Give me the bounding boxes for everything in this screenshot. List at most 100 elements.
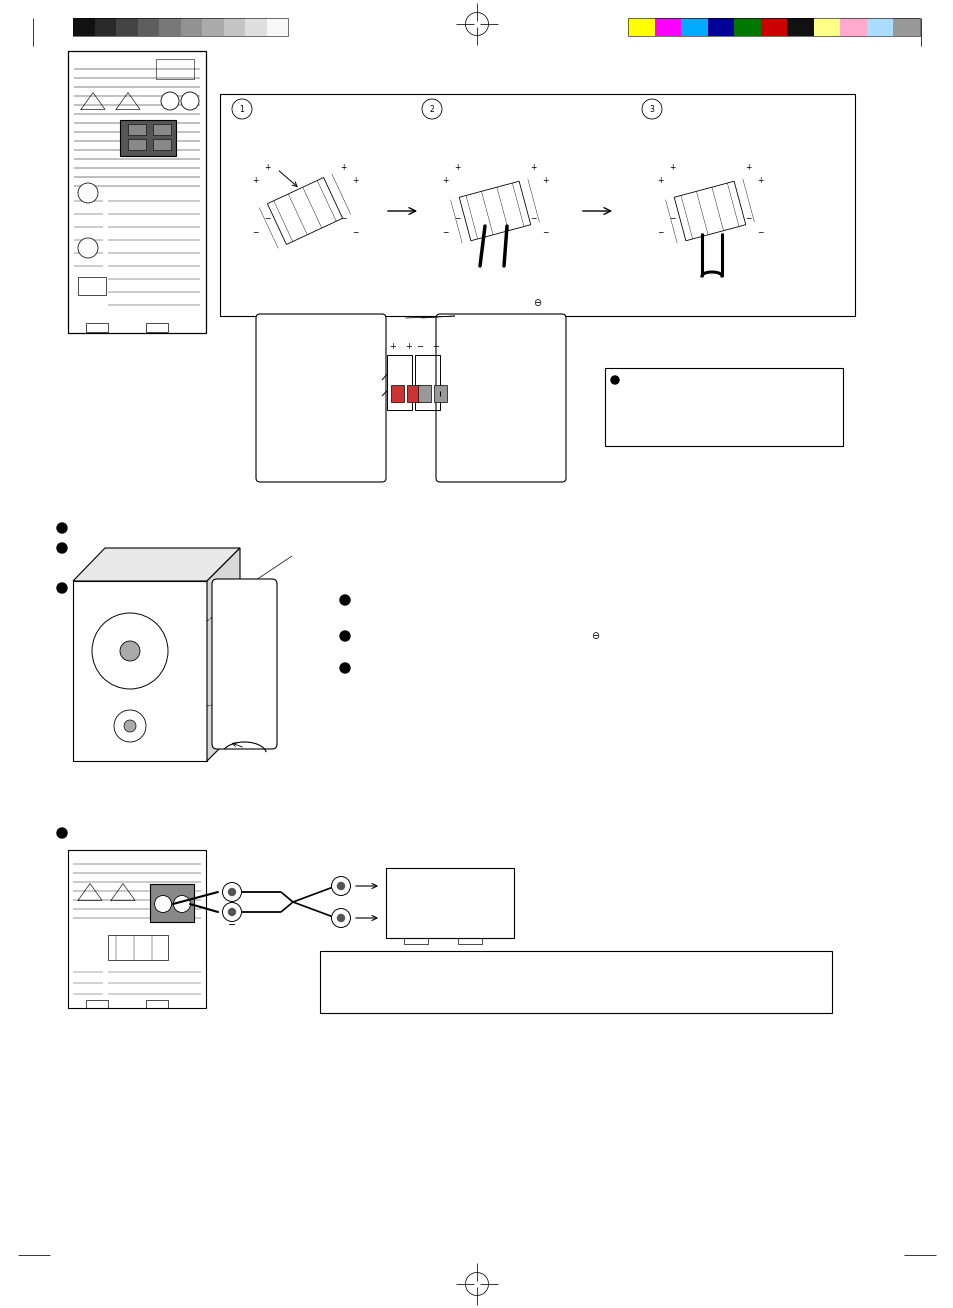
Bar: [813, 18, 840, 37]
Bar: [760, 18, 786, 37]
Text: +: +: [264, 162, 270, 171]
Text: +: +: [756, 177, 762, 186]
Bar: [223, 18, 245, 37]
Circle shape: [229, 909, 235, 916]
Text: −: −: [541, 229, 548, 238]
Text: −: −: [668, 215, 675, 224]
Bar: [73, 18, 288, 37]
Circle shape: [113, 710, 146, 742]
Bar: [892, 18, 919, 37]
Bar: [407, 385, 419, 402]
Circle shape: [610, 375, 618, 385]
Circle shape: [161, 92, 179, 110]
Text: −: −: [264, 215, 270, 224]
Bar: [68, 850, 206, 1008]
Text: −: −: [744, 215, 750, 224]
Bar: [391, 385, 403, 402]
Text: −: −: [454, 215, 459, 224]
Circle shape: [173, 896, 191, 913]
Bar: [146, 323, 168, 332]
Text: ⊖: ⊖: [590, 630, 598, 641]
Circle shape: [222, 883, 241, 901]
Circle shape: [57, 523, 67, 532]
Bar: [73, 18, 94, 37]
Circle shape: [421, 99, 441, 119]
Bar: [68, 51, 206, 334]
Text: −: −: [352, 229, 357, 238]
Bar: [245, 18, 266, 37]
Text: −: −: [756, 229, 762, 238]
Text: 1: 1: [239, 105, 244, 114]
Text: −: −: [432, 341, 438, 351]
Bar: [416, 354, 439, 409]
Text: +: +: [405, 341, 412, 351]
Bar: [128, 124, 146, 135]
Circle shape: [331, 876, 350, 896]
Bar: [137, 18, 159, 37]
Circle shape: [232, 99, 252, 119]
Text: +: +: [252, 177, 258, 186]
Bar: [387, 354, 411, 409]
Bar: [180, 18, 202, 37]
Bar: [457, 938, 481, 944]
Bar: [733, 18, 760, 37]
FancyBboxPatch shape: [212, 579, 276, 749]
Text: +: +: [656, 177, 662, 186]
Bar: [120, 120, 175, 156]
Bar: [680, 18, 707, 37]
Bar: [146, 1001, 168, 1008]
Circle shape: [57, 543, 67, 553]
Bar: [433, 385, 446, 402]
Text: +: +: [541, 177, 548, 186]
Polygon shape: [73, 548, 240, 581]
Circle shape: [124, 719, 136, 732]
Text: −: −: [656, 229, 662, 238]
Circle shape: [57, 583, 67, 593]
Circle shape: [331, 909, 350, 927]
Circle shape: [78, 238, 98, 258]
Bar: [156, 59, 193, 78]
Circle shape: [181, 92, 199, 110]
Bar: [319, 951, 831, 1012]
Bar: [152, 139, 171, 150]
Polygon shape: [207, 548, 240, 761]
Bar: [152, 124, 171, 135]
Circle shape: [339, 595, 350, 606]
Circle shape: [337, 883, 344, 889]
Bar: [78, 277, 106, 296]
Text: −: −: [441, 229, 448, 238]
Bar: [417, 385, 430, 402]
Text: +: +: [389, 341, 396, 351]
Bar: [202, 18, 223, 37]
Text: 3: 3: [649, 105, 654, 114]
FancyBboxPatch shape: [436, 314, 565, 483]
Text: −: −: [228, 920, 235, 930]
Text: −: −: [339, 215, 346, 224]
Bar: [707, 18, 733, 37]
Bar: [403, 938, 428, 944]
Circle shape: [339, 663, 350, 674]
Circle shape: [91, 613, 168, 689]
Circle shape: [57, 828, 67, 838]
Bar: [654, 18, 680, 37]
Bar: [159, 18, 180, 37]
Circle shape: [229, 888, 235, 896]
Circle shape: [222, 903, 241, 922]
Polygon shape: [73, 581, 207, 761]
Bar: [604, 368, 842, 446]
Bar: [220, 94, 854, 317]
Circle shape: [339, 630, 350, 641]
Text: +: +: [454, 162, 459, 171]
Text: −: −: [416, 341, 422, 351]
Bar: [150, 884, 193, 922]
Bar: [86, 1001, 108, 1008]
Bar: [86, 323, 108, 332]
Text: −: −: [529, 215, 536, 224]
Bar: [865, 18, 892, 37]
Text: −: −: [252, 229, 258, 238]
Circle shape: [78, 183, 98, 203]
Text: +: +: [529, 162, 536, 171]
Bar: [627, 18, 919, 37]
Bar: [128, 139, 146, 150]
Text: +: +: [668, 162, 675, 171]
